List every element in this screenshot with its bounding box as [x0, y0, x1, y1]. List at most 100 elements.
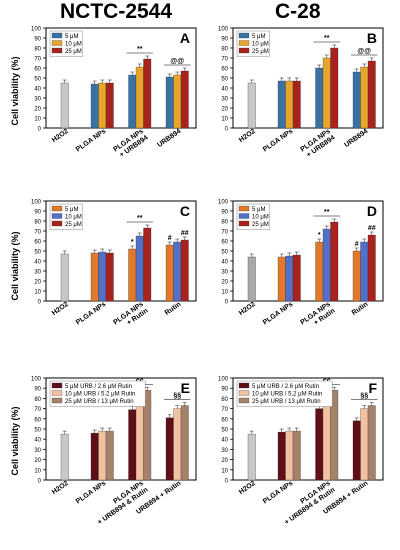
column-title-left: NCTC-2544 [60, 0, 173, 23]
y-tick-label: 30 [221, 97, 228, 103]
legend-swatch [238, 397, 250, 404]
x-category-label: H2O2 [238, 128, 257, 144]
bar-10-μM-URB-/-5.2-μM-Rutin [135, 399, 144, 481]
legend-label: 25 μM [65, 222, 82, 228]
significance-mark: * [318, 232, 321, 239]
legend-swatch [51, 213, 63, 219]
y-tick-label: 80 [34, 220, 41, 226]
y-tick-label: 90 [221, 210, 228, 216]
x-tick-label: H2O2 [238, 480, 257, 496]
bar-25-μM [330, 47, 339, 129]
y-tick-label: 0 [225, 479, 229, 485]
x-tick-label: PLGA NPs [75, 301, 108, 327]
significance-mark: # [355, 241, 359, 248]
legend-swatch [51, 220, 63, 227]
legend-swatch [51, 390, 63, 396]
x-tick-label: Rutin [351, 301, 370, 317]
bar-5-μM-URB-/-2.6-μM-Rutin [352, 420, 361, 481]
y-tick-label: 40 [34, 260, 41, 266]
bar-5-μM [90, 83, 99, 129]
y-tick-label: 50 [34, 77, 41, 83]
y-tick-label: 70 [34, 407, 41, 413]
bar-5-μM-URB-/-2.6-μM-Rutin [90, 432, 99, 481]
legend-label: 10 μM URB / 5.2 μM Rutin [65, 392, 135, 398]
legend-label: 5 μM [252, 34, 265, 40]
legend-label: 10 μM [65, 42, 82, 48]
bar-5-μM [352, 71, 361, 129]
y-tick-label: 10 [221, 468, 228, 474]
bar-5-μM [315, 67, 324, 129]
legend-label: 5 μM [252, 207, 265, 213]
bar-5-μM-URB-/-2.6-μM-Rutin [165, 417, 174, 481]
y-tick-label: 50 [221, 250, 228, 256]
y-tick-label: 20 [221, 458, 228, 464]
legend-label: 10 μM URB / 5.2 μM Rutin [252, 392, 322, 398]
y-tick-label: 30 [34, 448, 41, 454]
bar-10-μM [360, 66, 369, 129]
bar-5-μM-URB-/-2.6-μM-Rutin [315, 408, 324, 481]
bar-25-μM [180, 70, 189, 129]
bar-5-μM [90, 252, 99, 302]
y-tick-label: 70 [221, 407, 228, 413]
y-tick-label: 100 [218, 27, 229, 33]
significance-mark: @@ [357, 48, 371, 55]
bar-h2o2 [247, 433, 256, 481]
y-tick-label: 40 [34, 438, 41, 444]
x-category-label: PLGA NPs+ URB894 [112, 128, 149, 159]
significance-mark: §§ [173, 393, 181, 400]
x-tick-label: Rutin [164, 301, 183, 317]
panel-label: A [180, 30, 190, 46]
significance-mark: * [131, 239, 134, 246]
y-tick-label: 80 [34, 47, 41, 53]
y-axis-label-row3: Cell viability (%) [10, 406, 20, 476]
y-tick-label: 90 [34, 37, 41, 43]
significance-mark: çç [323, 377, 331, 384]
bar-10-μM [360, 241, 369, 302]
y-tick-label: 60 [34, 67, 41, 73]
bar-10-μM [135, 66, 144, 129]
significance-mark: §§ [360, 393, 368, 400]
bar-25-μM-URB-/-13-μM-Rutin [367, 405, 376, 481]
y-tick-label: 100 [218, 377, 229, 383]
bar-25-μM-URB-/-13-μM-Rutin [292, 430, 301, 481]
significance-mark: @@ [170, 58, 184, 65]
y-tick-label: 80 [221, 220, 228, 226]
legend-label: 25 μM [65, 49, 82, 55]
y-tick-label: 90 [34, 210, 41, 216]
y-tick-label: 0 [38, 127, 42, 133]
legend-label: 25 μM [252, 49, 269, 55]
y-tick-label: 50 [34, 428, 41, 434]
x-tick-label: H2O2 [51, 301, 70, 317]
y-tick-label: 60 [34, 417, 41, 423]
x-category-label: H2O2 [238, 301, 257, 317]
panel-label: E [181, 380, 190, 396]
legend-swatch [238, 220, 250, 227]
significance-mark: ** [137, 46, 143, 53]
y-tick-label: 20 [34, 280, 41, 286]
y-tick-label: 70 [34, 57, 41, 63]
legend-box [236, 380, 333, 407]
bar-10-μM [98, 82, 107, 129]
y-tick-label: 0 [38, 479, 42, 485]
y-tick-label: 20 [34, 458, 41, 464]
column-title-right: C-28 [275, 0, 321, 23]
x-tick-label: PLGA NPs [262, 301, 295, 327]
x-category-label: Rutin [164, 301, 183, 317]
bar-25-μM [180, 239, 189, 302]
y-tick-label: 20 [221, 280, 228, 286]
x-tick-label: H2O2 [51, 480, 70, 496]
legend-swatch [238, 390, 250, 396]
legend-swatch [238, 32, 250, 39]
bar-h2o2 [247, 256, 256, 302]
bar-5-μM [352, 250, 361, 302]
bar-25-μM-URB-/-13-μM-Rutin [180, 405, 189, 481]
y-tick-label: 90 [221, 37, 228, 43]
y-tick-label: 0 [225, 300, 229, 306]
legend-swatch [238, 382, 250, 389]
y-tick-label: 60 [221, 240, 228, 246]
x-category-label: PLGA NPs+ Rutin [112, 301, 149, 327]
y-tick-label: 60 [221, 417, 228, 423]
y-tick-label: 100 [31, 377, 42, 383]
significance-mark: # [168, 235, 172, 242]
